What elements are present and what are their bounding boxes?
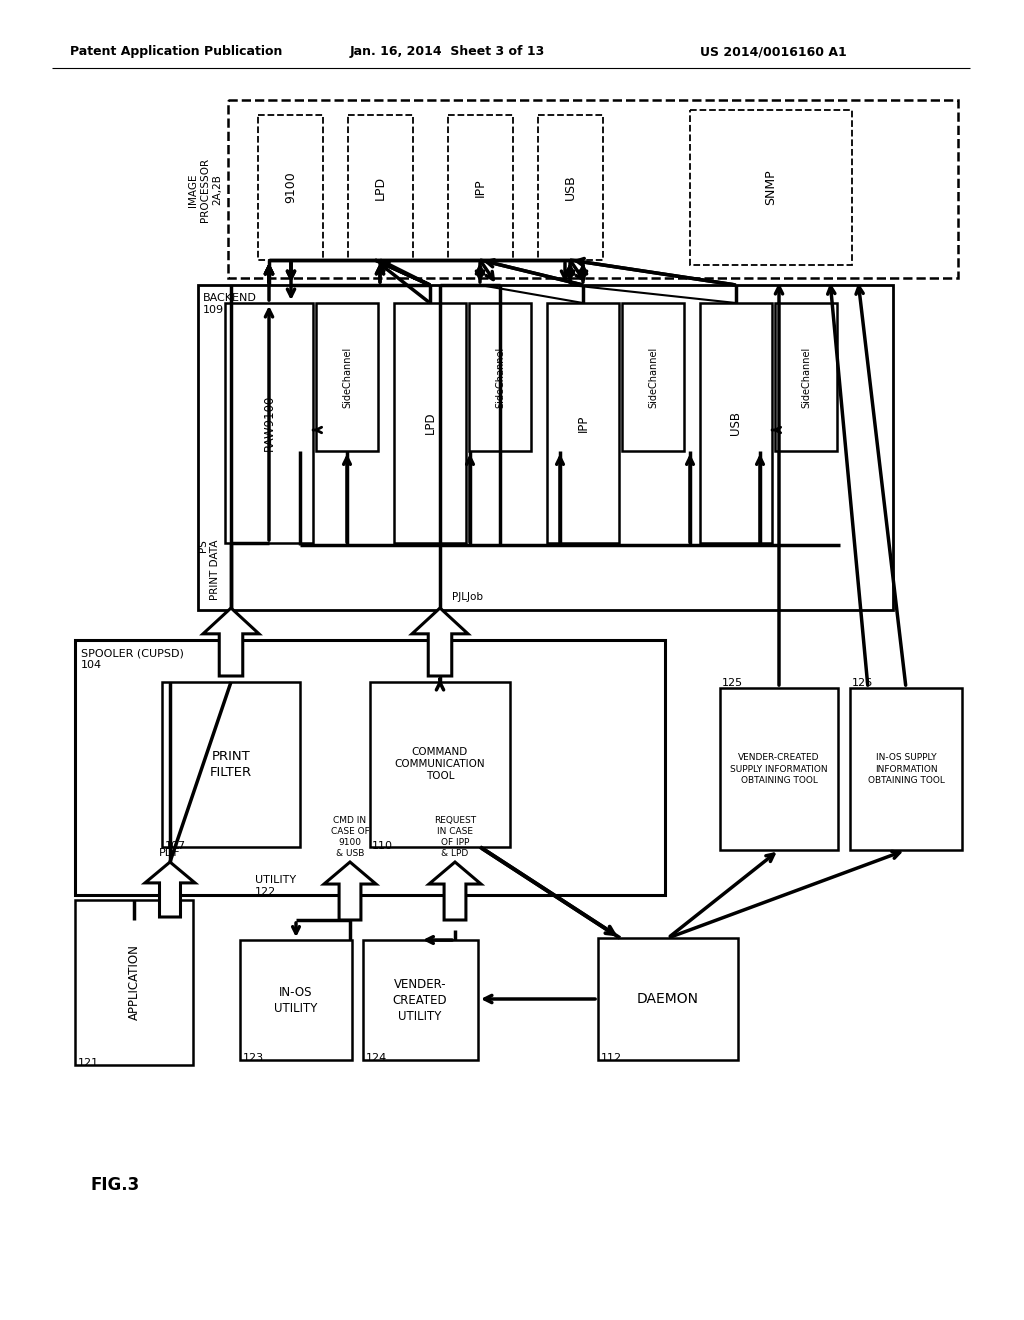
Text: IPP: IPP xyxy=(577,414,590,432)
Text: SideChannel: SideChannel xyxy=(342,346,352,408)
Bar xyxy=(700,304,772,543)
Text: IMAGE
PROCESSOR
2A,2B: IMAGE PROCESSOR 2A,2B xyxy=(187,158,222,222)
Bar xyxy=(850,688,962,850)
Text: DAEMON: DAEMON xyxy=(637,993,699,1006)
Text: 107: 107 xyxy=(165,841,186,851)
Bar xyxy=(75,900,193,1065)
Polygon shape xyxy=(324,862,376,920)
Text: SideChannel: SideChannel xyxy=(801,346,811,408)
Text: CMD IN
CASE OF
9100
& USB: CMD IN CASE OF 9100 & USB xyxy=(331,816,370,858)
Text: USB: USB xyxy=(729,411,742,436)
Text: Patent Application Publication: Patent Application Publication xyxy=(70,45,283,58)
Bar xyxy=(240,940,352,1060)
Text: SideChannel: SideChannel xyxy=(495,346,505,408)
Text: APPLICATION: APPLICATION xyxy=(128,944,140,1020)
Bar xyxy=(394,304,466,543)
Bar xyxy=(162,682,300,847)
Text: VENDER-CREATED
SUPPLY INFORMATION
OBTAINING TOOL: VENDER-CREATED SUPPLY INFORMATION OBTAIN… xyxy=(730,754,827,784)
Polygon shape xyxy=(412,609,468,676)
Text: PJLJob: PJLJob xyxy=(452,591,483,602)
Bar xyxy=(198,285,893,610)
Bar xyxy=(258,115,323,260)
Bar xyxy=(75,640,665,895)
Text: BACKEND
109: BACKEND 109 xyxy=(203,293,257,315)
Text: US 2014/0016160 A1: US 2014/0016160 A1 xyxy=(700,45,847,58)
Text: VENDER-
CREATED
UTILITY: VENDER- CREATED UTILITY xyxy=(392,978,447,1023)
Bar xyxy=(622,304,684,451)
Text: PDF: PDF xyxy=(159,847,181,858)
Bar xyxy=(775,304,837,451)
Text: PRINT
FILTER: PRINT FILTER xyxy=(210,750,252,779)
Text: 112: 112 xyxy=(601,1053,623,1063)
Bar xyxy=(225,304,313,543)
Text: Jan. 16, 2014  Sheet 3 of 13: Jan. 16, 2014 Sheet 3 of 13 xyxy=(350,45,545,58)
Text: IPP: IPP xyxy=(474,178,487,197)
Text: 126: 126 xyxy=(852,678,873,688)
Bar xyxy=(538,115,603,260)
Text: USB: USB xyxy=(564,174,577,201)
Text: 124: 124 xyxy=(366,1053,387,1063)
Text: IN-OS SUPPLY
INFORMATION
OBTAINING TOOL: IN-OS SUPPLY INFORMATION OBTAINING TOOL xyxy=(867,754,944,784)
Text: RAW9100: RAW9100 xyxy=(262,395,275,451)
Bar xyxy=(690,110,852,265)
Bar xyxy=(469,304,531,451)
Text: SideChannel: SideChannel xyxy=(648,346,658,408)
Bar xyxy=(449,115,513,260)
Bar xyxy=(228,100,958,279)
Bar xyxy=(362,940,478,1060)
Bar xyxy=(316,304,378,451)
Bar xyxy=(720,688,838,850)
Text: 125: 125 xyxy=(722,678,743,688)
Polygon shape xyxy=(203,609,259,676)
Text: 9100: 9100 xyxy=(284,172,297,203)
Polygon shape xyxy=(429,862,481,920)
Bar xyxy=(598,939,738,1060)
Text: SNMP: SNMP xyxy=(765,170,777,206)
Text: 123: 123 xyxy=(243,1053,264,1063)
Bar xyxy=(547,304,618,543)
Text: LPD: LPD xyxy=(374,176,387,199)
Polygon shape xyxy=(145,862,195,917)
Text: 121: 121 xyxy=(78,1059,99,1068)
Bar xyxy=(370,682,510,847)
Text: REQUEST
IN CASE
OF IPP
& LPD: REQUEST IN CASE OF IPP & LPD xyxy=(434,816,476,858)
Text: 110: 110 xyxy=(372,841,393,851)
Bar xyxy=(348,115,413,260)
Text: UTILITY
122: UTILITY 122 xyxy=(255,875,296,898)
Text: LPD: LPD xyxy=(424,412,436,434)
Text: SPOOLER (CUPSD)
104: SPOOLER (CUPSD) 104 xyxy=(81,648,184,671)
Text: COMMAND
COMMUNICATION
TOOL: COMMAND COMMUNICATION TOOL xyxy=(394,747,485,781)
Text: FIG.3: FIG.3 xyxy=(90,1176,139,1195)
Text: PS
PRINT DATA: PS PRINT DATA xyxy=(198,540,220,601)
Text: IN-OS
UTILITY: IN-OS UTILITY xyxy=(274,986,317,1015)
